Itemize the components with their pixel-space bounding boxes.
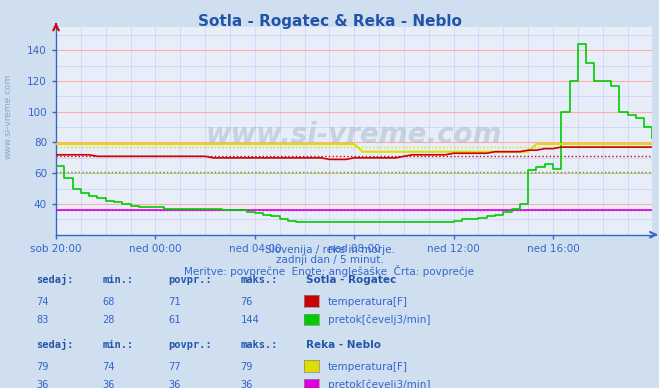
Text: Slovenija / reke in morje.: Slovenija / reke in morje. [264,245,395,255]
Text: 83: 83 [36,315,49,325]
Text: min.:: min.: [102,340,133,350]
Text: 36: 36 [36,380,49,388]
Text: 77: 77 [168,362,181,372]
Text: Meritve: povprečne  Enote: anglešaške  Črta: povprečje: Meritve: povprečne Enote: anglešaške Črt… [185,265,474,277]
Text: 36: 36 [241,380,253,388]
Text: 71: 71 [168,296,181,307]
Text: 74: 74 [36,296,49,307]
Text: temperatura[F]: temperatura[F] [328,296,408,307]
Text: pretok[čevelj3/min]: pretok[čevelj3/min] [328,315,431,325]
Text: www.si-vreme.com: www.si-vreme.com [206,121,502,149]
Text: Sotla - Rogatec & Reka - Neblo: Sotla - Rogatec & Reka - Neblo [198,14,461,29]
Text: 79: 79 [36,362,49,372]
Text: povpr.:: povpr.: [168,340,212,350]
Text: sedaj:: sedaj: [36,274,74,285]
Text: sedaj:: sedaj: [36,340,74,350]
Text: pretok[čevelj3/min]: pretok[čevelj3/min] [328,380,431,388]
Text: 36: 36 [102,380,115,388]
Text: Reka - Neblo: Reka - Neblo [306,340,382,350]
Text: 74: 74 [102,362,115,372]
Text: 76: 76 [241,296,253,307]
Text: 68: 68 [102,296,115,307]
Text: temperatura[F]: temperatura[F] [328,362,408,372]
Text: Sotla - Rogatec: Sotla - Rogatec [306,275,397,285]
Text: maks.:: maks.: [241,275,278,285]
Text: povpr.:: povpr.: [168,275,212,285]
Text: 36: 36 [168,380,181,388]
Text: min.:: min.: [102,275,133,285]
Text: 144: 144 [241,315,259,325]
Text: 28: 28 [102,315,115,325]
Text: 79: 79 [241,362,253,372]
Text: 61: 61 [168,315,181,325]
Text: zadnji dan / 5 minut.: zadnji dan / 5 minut. [275,255,384,265]
Text: www.si-vreme.com: www.si-vreme.com [4,74,13,159]
Text: maks.:: maks.: [241,340,278,350]
